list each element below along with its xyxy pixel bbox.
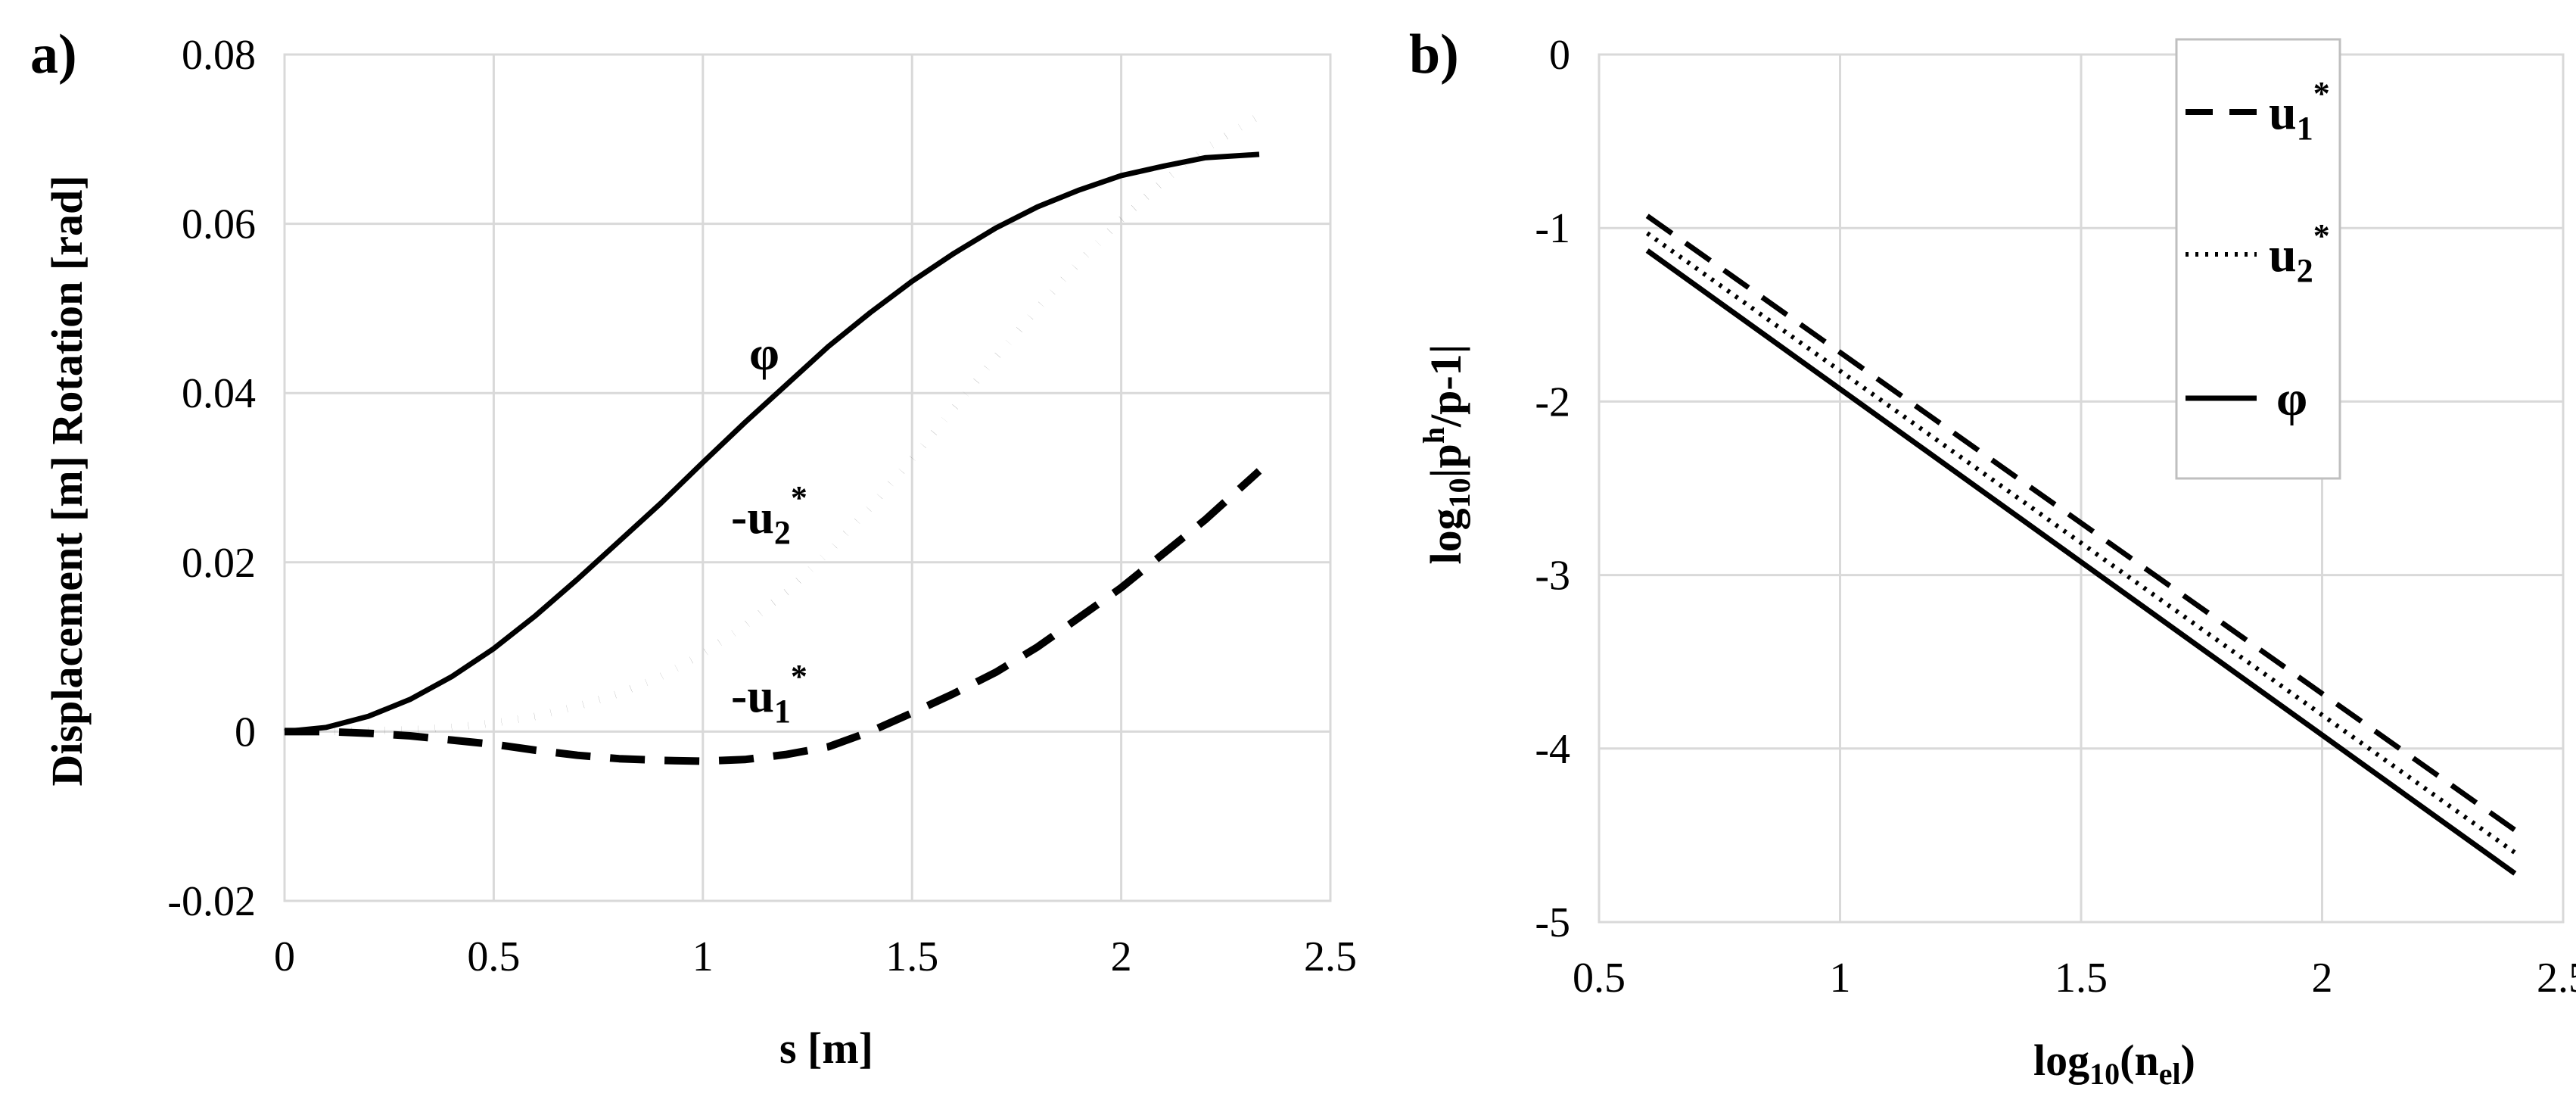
chart-a-x-tick-label: 2.5 xyxy=(1304,933,1357,980)
chart-a-x-tick-label: 2 xyxy=(1111,933,1132,980)
chart-b-y-tick-label: -5 xyxy=(1535,899,1570,946)
chart-b-y-tick-label: 0 xyxy=(1549,32,1570,79)
chart-b-plot-area xyxy=(1598,53,2565,924)
chart-b-series-u1 xyxy=(1645,213,2517,833)
chart-a-y-tick-label: 0 xyxy=(235,709,256,756)
legend-label-u2: u2* xyxy=(2269,217,2330,289)
chart-a-x-tick-labels: 0 0.5 1 1.5 2 2.5 xyxy=(274,933,1357,980)
chart-a-y-axis-label: Displacement [m] Rotation [rad] xyxy=(42,175,92,786)
panel-label-b: b) xyxy=(1409,23,1459,86)
chart-b-y-tick-label: -1 xyxy=(1535,205,1570,252)
chart-a-x-tick-label: 1 xyxy=(692,933,714,980)
chart-a-x-tick-label: 0 xyxy=(274,933,295,980)
chart-b: b) -5 -4 -3 -2 -1 0 0.5 1 1.5 2 2.5 log1… xyxy=(1409,23,2576,1091)
chart-b-series-phi xyxy=(1645,248,2517,876)
chart-b-y-axis-label: log10|ph/p-1| xyxy=(1417,344,1476,565)
chart-a-x-tick-label: 0.5 xyxy=(467,933,520,980)
chart-a-y-tick-label: 0.04 xyxy=(182,370,256,417)
chart-a-series-u1 xyxy=(285,468,1262,765)
legend-label-phi: φ xyxy=(2276,371,2307,426)
chart-b-x-tick-label: 0.5 xyxy=(1573,955,1626,1002)
chart-a-y-tick-label: 0.02 xyxy=(182,540,256,587)
chart-a-y-tick-label: 0.06 xyxy=(182,201,256,248)
chart-b-y-tick-label: -2 xyxy=(1535,379,1570,425)
chart-a-y-tick-label: 0.08 xyxy=(182,32,256,79)
chart-b-grid xyxy=(1598,53,2565,924)
chart-a-x-tick-label: 1.5 xyxy=(885,933,938,980)
chart-b-series-u2 xyxy=(1645,231,2517,855)
chart-a-annotation-phi: φ xyxy=(749,326,779,380)
chart-b-x-tick-label: 1.5 xyxy=(2055,955,2108,1002)
chart-a-y-tick-label: -0.02 xyxy=(167,878,256,925)
chart-b-x-tick-label: 2.5 xyxy=(2537,955,2576,1002)
chart-b-legend: u1* u2* φ xyxy=(2175,38,2341,480)
chart-a-series-phi xyxy=(284,151,1260,734)
chart-a-series-u2 xyxy=(285,112,1262,736)
chart-b-x-axis-label: log10(nel) xyxy=(2033,1036,2195,1091)
chart-b-y-tick-label: -3 xyxy=(1535,553,1570,600)
chart-b-x-tick-labels: 0.5 1 1.5 2 2.5 xyxy=(1573,955,2576,1002)
chart-a-annotation-u1: -u1* xyxy=(731,658,807,730)
chart-b-x-tick-label: 1 xyxy=(1830,955,1851,1002)
panel-label-a: a) xyxy=(30,23,77,86)
chart-a-annotation-u2: -u2* xyxy=(731,479,807,551)
chart-b-y-tick-labels: -5 -4 -3 -2 -1 0 xyxy=(1535,32,1570,946)
chart-a-y-tick-labels: -0.02 0 0.02 0.04 0.06 0.08 xyxy=(167,32,256,925)
chart-a: a) -0.02 0 0.02 0.04 0.06 0.08 0 0.5 1 1… xyxy=(30,23,1357,1073)
chart-a-x-axis-label: s [m] xyxy=(779,1024,873,1073)
chart-b-y-tick-label: -4 xyxy=(1535,726,1570,773)
legend-label-u1: u1* xyxy=(2269,75,2330,147)
chart-a-plot-area xyxy=(283,53,1332,902)
chart-a-grid xyxy=(283,53,1332,902)
chart-b-x-tick-label: 2 xyxy=(2312,955,2333,1002)
